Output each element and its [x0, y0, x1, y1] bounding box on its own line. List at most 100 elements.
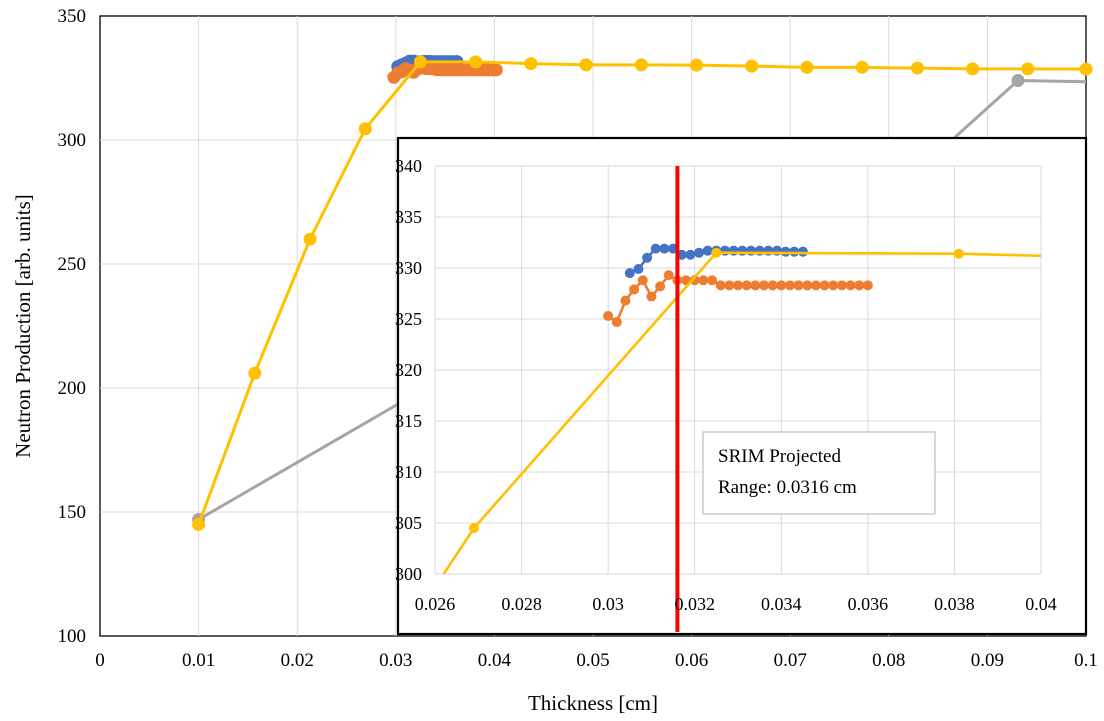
inset-data-point: [685, 249, 696, 260]
inset-data-point: [802, 280, 813, 291]
inset-data-point: [797, 246, 808, 257]
main-tick-labels: 0 0.01 0.02 0.03 0.04 0.05 0.06 0.07 0.08 0.09 0.1…: [58, 6, 1098, 671]
main-data-point: [358, 122, 372, 136]
main-data-point: [469, 55, 483, 69]
inset-data-point: [633, 264, 644, 275]
inset-data-point: [767, 280, 778, 291]
inset-x-tick-label: 0.032: [674, 594, 715, 614]
srim-callout-line-1: SRIM Projected: [718, 446, 841, 467]
main-data-point: [413, 55, 427, 69]
inset-data-point: [789, 246, 800, 257]
inset-data-point: [698, 275, 709, 286]
inset-data-point: [663, 270, 674, 281]
main-x-tick-label: 0: [95, 650, 105, 671]
inset-data-point: [728, 245, 739, 256]
inset-data-point: [845, 280, 856, 291]
inset-data-point: [468, 523, 479, 534]
inset-data-point: [862, 280, 873, 291]
main-x-tick-label: 0.04: [478, 650, 512, 671]
main-data-point: [966, 62, 980, 76]
main-series-group: [192, 54, 1093, 531]
inset-frame: [396, 136, 1088, 636]
inset-chart: 0.026 0.028 0.03 0.032 0.034 0.036 0.038 0.04 30…: [395, 136, 1088, 636]
main-y-tick-label: 300: [58, 130, 87, 151]
main-x-tick-label: 0.03: [379, 650, 412, 671]
main-y-tick-label: 200: [58, 378, 87, 399]
main-data-point: [248, 366, 262, 380]
inset-y-tick-label: 310: [395, 462, 422, 482]
main-data-point: [489, 63, 503, 77]
main-data-point: [579, 58, 593, 72]
inset-tick-labels: 0.026 0.028 0.03 0.032 0.034 0.036 0.038 0.04 30…: [395, 156, 1057, 614]
inset-y-tick-label: 315: [395, 411, 422, 431]
inset-series-group: [442, 243, 1042, 575]
inset-y-tick-label: 305: [395, 513, 422, 533]
x-axis-title: Thickness [cm]: [528, 691, 658, 715]
main-data-point: [745, 59, 759, 73]
inset-data-point: [720, 245, 731, 256]
inset-x-tick-label: 0.028: [501, 594, 542, 614]
main-data-point: [634, 58, 648, 72]
inset-data-point: [711, 247, 722, 258]
inset-x-tick-label: 0.026: [415, 594, 456, 614]
main-data-point: [1021, 62, 1035, 76]
main-data-point: [690, 58, 704, 72]
main-x-tick-label: 0.02: [281, 650, 314, 671]
inset-data-point: [819, 280, 830, 291]
inset-data-point: [724, 280, 735, 291]
inset-data-point: [611, 317, 622, 328]
main-data-point: [800, 60, 814, 74]
inset-data-point: [854, 280, 865, 291]
inset-data-point: [642, 252, 653, 263]
inset-data-point: [655, 281, 666, 292]
main-x-tick-label: 0.01: [182, 650, 215, 671]
main-data-point: [910, 61, 924, 75]
y-axis-title: Neutron Production [arb. units]: [11, 194, 35, 458]
main-x-tick-label: 0.08: [872, 650, 905, 671]
inset-data-point: [715, 280, 726, 291]
main-x-tick-label: 0.1: [1074, 650, 1098, 671]
main-data-point: [524, 57, 538, 71]
inset-data-point: [624, 268, 635, 279]
main-x-tick-label: 0.05: [576, 650, 609, 671]
main-y-tick-label: 150: [58, 502, 87, 523]
inset-data-point: [776, 280, 787, 291]
inset-data-point: [603, 310, 614, 321]
inset-y-tick-label: 320: [395, 360, 422, 380]
inset-data-point: [689, 275, 700, 286]
main-series-3: [192, 55, 1093, 531]
main-data-point: [192, 517, 206, 531]
main-x-tick-label: 0.07: [774, 650, 807, 671]
inset-data-point: [784, 280, 795, 291]
inset-data-point: [793, 280, 804, 291]
main-data-point: [303, 232, 317, 246]
main-y-tick-label: 350: [58, 6, 87, 27]
main-y-tick-label: 100: [58, 626, 87, 647]
inset-y-tick-label: 300: [395, 564, 422, 584]
inset-x-tick-label: 0.03: [592, 594, 624, 614]
inset-x-tick-label: 0.036: [848, 594, 889, 614]
inset-y-tick-label: 340: [395, 156, 422, 176]
inset-data-point: [750, 280, 761, 291]
inset-data-point: [828, 280, 839, 291]
inset-data-point: [646, 291, 657, 302]
inset-data-point: [694, 247, 705, 258]
inset-data-point: [620, 295, 631, 306]
inset-y-tick-label: 330: [395, 258, 422, 278]
inset-data-point: [741, 280, 752, 291]
inset-x-tick-label: 0.038: [934, 594, 975, 614]
inset-data-point: [737, 245, 748, 256]
inset-data-point: [953, 248, 964, 259]
inset-data-point: [733, 280, 743, 291]
inset-data-point: [836, 280, 847, 291]
inset-data-point: [758, 280, 769, 291]
inset-y-tick-label: 325: [395, 309, 422, 329]
main-x-tick-label: 0.06: [675, 650, 708, 671]
srim-callout: SRIM Projected Range: 0.0316 cm: [702, 431, 936, 515]
srim-callout-box: [702, 431, 936, 515]
inset-y-tick-label: 335: [395, 207, 422, 227]
inset-data-point: [629, 284, 640, 295]
inset-data-point: [650, 243, 661, 254]
main-x-tick-label: 0.09: [971, 650, 1004, 671]
